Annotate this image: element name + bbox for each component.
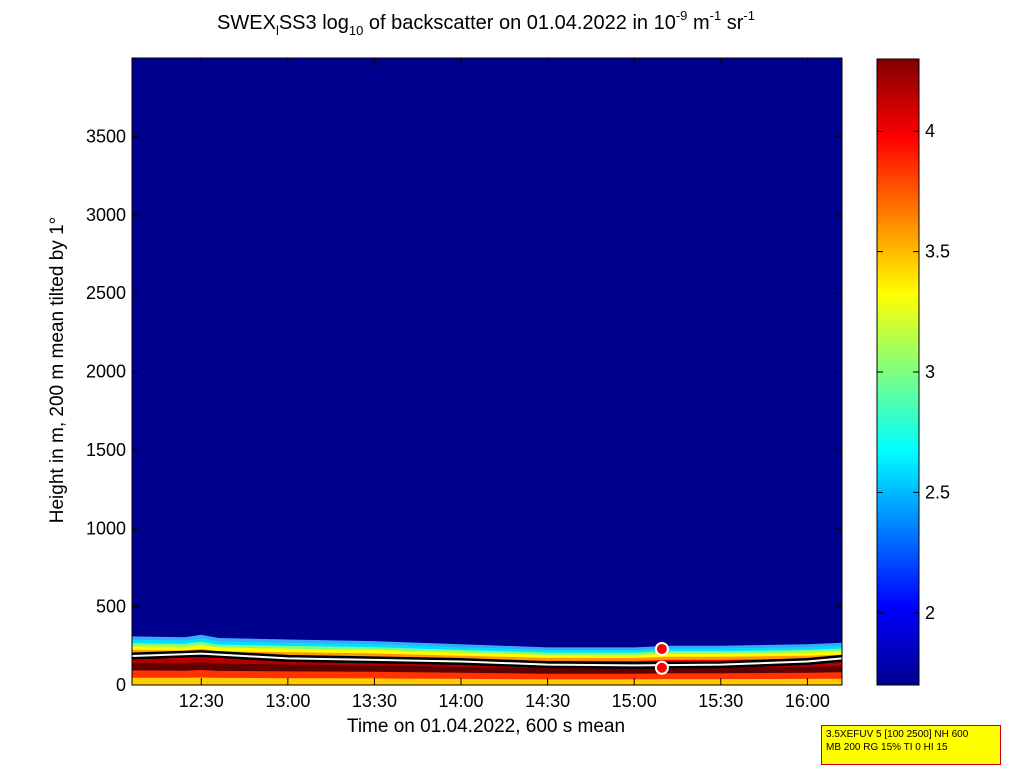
info-line-2: MB 200 RG 15% TI 0 HI 15	[826, 742, 948, 753]
highlight-point-1	[654, 660, 669, 675]
y-tick-label: 3500	[86, 126, 126, 146]
colorbar-tick-label: 3	[925, 362, 935, 382]
y-axis: 0 500 1000 1500 2000 2500 3000 3500	[86, 126, 842, 695]
y-tick-label: 1500	[86, 440, 126, 460]
y-tick-label: 1000	[86, 518, 126, 538]
y-tick-label: 500	[96, 597, 126, 617]
colorbar-tick-label: 2	[925, 603, 935, 623]
x-tick-label: 12:30	[179, 691, 224, 711]
colorbar-ticks: 2 2.5 3 3.5 4	[877, 121, 950, 623]
x-tick-label: 13:30	[352, 691, 397, 711]
bl-band-9	[132, 677, 842, 685]
colorbar-tick-label: 2.5	[925, 482, 950, 502]
colorbar-gradient	[876, 58, 920, 686]
x-tick-label: 13:00	[265, 691, 310, 711]
x-tick-label: 14:30	[525, 691, 570, 711]
plot-background	[132, 58, 842, 685]
plot-area	[132, 58, 842, 685]
info-box: 3.5XEFUV 5 [100 2500] NH 600 MB 200 RG 1…	[821, 725, 1001, 765]
chart-title: SWEXlSS3 log10 of backscatter on 01.04.2…	[217, 8, 755, 38]
x-tick-label: 15:30	[698, 691, 743, 711]
y-tick-label: 3000	[86, 205, 126, 225]
y-tick-label: 2000	[86, 362, 126, 382]
x-tick-label: 15:00	[612, 691, 657, 711]
y-tick-label: 0	[116, 675, 126, 695]
layer-markers	[132, 641, 842, 675]
x-axis: 12:30 13:00 13:30 14:00 14:30 15:00 15:30 16:00	[179, 58, 830, 711]
colorbar-tick-label: 4	[925, 121, 935, 141]
x-tick-label: 14:00	[439, 691, 484, 711]
y-axis-label: Height in m, 200 m mean tilted by 1°	[47, 216, 68, 524]
info-line-1: 3.5XEFUV 5 [100 2500] NH 600	[826, 729, 969, 740]
highlight-point-0	[654, 641, 669, 656]
x-axis-label: Time on 01.04.2022, 600 s mean	[346, 716, 626, 737]
y-tick-label: 2500	[86, 283, 126, 303]
colorbar: 2 2.5 3 3.5 4	[876, 58, 950, 686]
layer-marker-line	[132, 652, 842, 667]
x-tick-label: 16:00	[785, 691, 830, 711]
colorbar-tick-label: 3.5	[925, 242, 950, 262]
